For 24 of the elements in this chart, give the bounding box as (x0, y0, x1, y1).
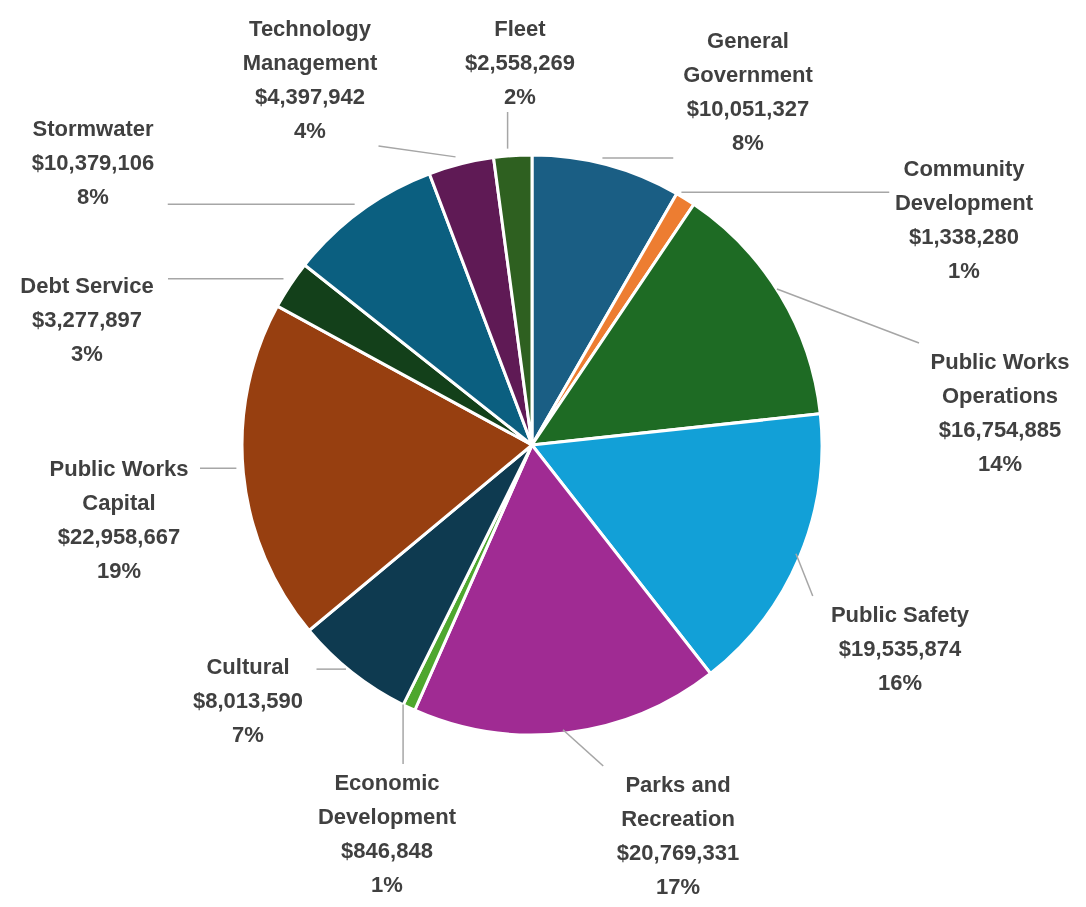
slice-label: Cultural (206, 653, 290, 679)
slice-label: Fleet (494, 15, 547, 41)
slice-label: General Government (683, 27, 814, 87)
data-label: $10,379,106 8% (31, 149, 155, 209)
data-label: $1,338,280 1% (908, 223, 1020, 283)
slice-label: Parks and Recreation (621, 771, 735, 831)
data-label: $2,558,269 2% (464, 49, 576, 109)
slice-label: Stormwater (32, 115, 154, 141)
slice-label: Public Works Operations (930, 348, 1070, 408)
slice-label: Public Safety (830, 601, 970, 627)
slice-label: Debt Service (20, 272, 154, 298)
data-label: $10,051,327 8% (686, 95, 810, 155)
slice-label: Economic Development (317, 769, 457, 829)
data-label: $8,013,590 7% (192, 687, 304, 747)
slice-label: Public Works Capital (49, 455, 189, 515)
slice-label: Technology Management (242, 15, 378, 75)
data-label: $22,958,667 19% (57, 523, 181, 583)
data-label: $846,848 1% (341, 837, 433, 897)
data-label: $20,769,331 17% (616, 839, 740, 899)
data-label: $3,277,897 3% (31, 306, 143, 366)
slice-label: Community Development (894, 155, 1034, 215)
data-label: $16,754,885 14% (938, 416, 1062, 476)
data-label: $19,535,874 16% (838, 635, 962, 695)
data-label: $4,397,942 4% (254, 83, 366, 143)
